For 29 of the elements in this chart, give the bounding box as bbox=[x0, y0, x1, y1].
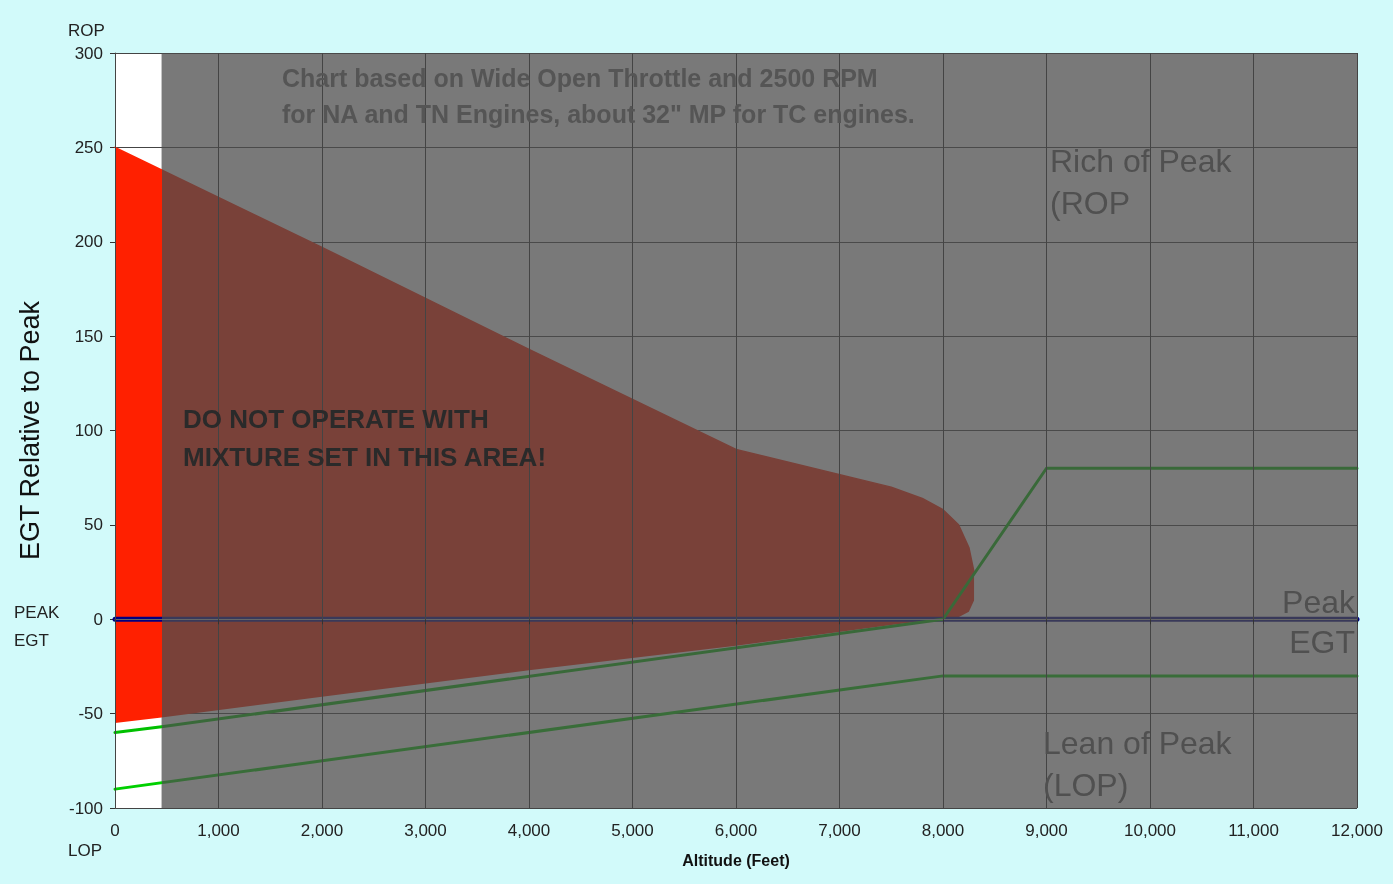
text: LOP bbox=[67, 841, 103, 860]
y-tick-label: 50 bbox=[84, 515, 103, 535]
y-tick-label: 100 bbox=[74, 421, 103, 440]
y-axis-title: EGT Relative to Peak bbox=[14, 300, 45, 561]
x-tick-label: 11,000 bbox=[1228, 821, 1279, 840]
y-tick-label: -100 bbox=[68, 798, 103, 818]
x-tick-label: 3,000 bbox=[404, 821, 447, 840]
annotation: DO NOT OPERATE WITH MIXTURE SET IN THIS AREA! bbox=[183, 404, 547, 472]
y-tick-label: -50 bbox=[78, 704, 103, 724]
x-tick-label: 9,000 bbox=[1025, 821, 1068, 840]
y-tick-label: 250 bbox=[74, 137, 103, 157]
x-tick-label: 7,000 bbox=[818, 821, 861, 840]
y-tick-label: 200 bbox=[74, 232, 103, 252]
y-tick-label: 150 bbox=[74, 326, 103, 346]
x-tick-label: 6,000 bbox=[714, 821, 758, 840]
x-tick-label: 1,000 bbox=[197, 821, 240, 840]
y-tick-label: 0 bbox=[93, 609, 103, 629]
x-tick-label: 5,000 bbox=[611, 821, 654, 840]
x-tick-label: 4,000 bbox=[507, 821, 551, 840]
x-tick-label: 12,000 bbox=[1331, 821, 1383, 840]
x-tick-label: 8,000 bbox=[921, 821, 965, 840]
x-tick-label: 2,000 bbox=[300, 821, 344, 840]
line-series bbox=[114, 146, 975, 573]
text: PEAK EGT bbox=[14, 602, 61, 650]
text: ROP bbox=[68, 21, 105, 40]
x-tick-label: 10,000 bbox=[1124, 821, 1176, 840]
y-tick-label: 300 bbox=[74, 43, 103, 63]
x-axis-title: Altitude (Feet) bbox=[682, 851, 790, 869]
x-tick-label: 0 bbox=[110, 821, 120, 840]
